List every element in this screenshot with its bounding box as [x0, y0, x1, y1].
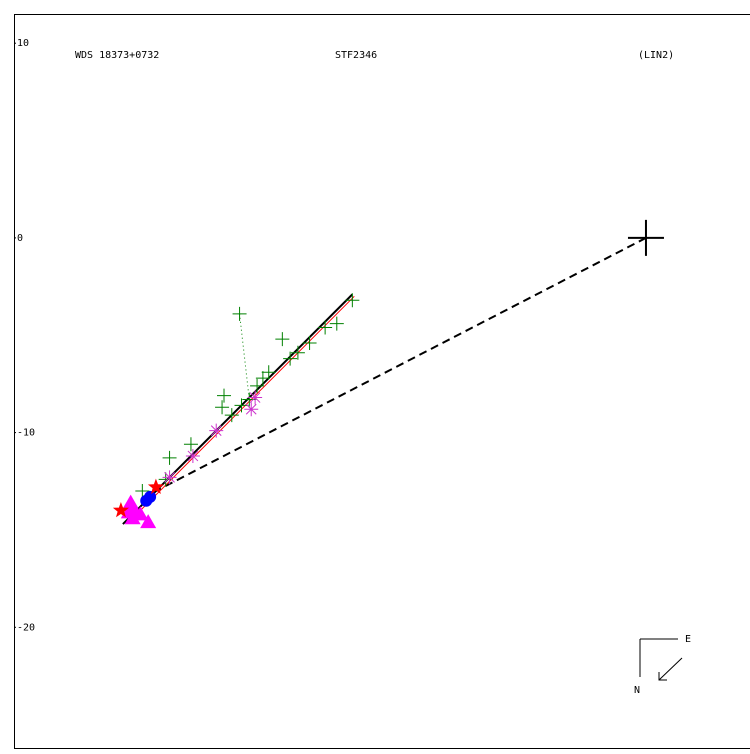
plus-marker [345, 293, 359, 307]
compass-north: N [634, 685, 640, 696]
plus-marker [215, 400, 229, 414]
chart-subtitle: STF2346 [335, 50, 377, 61]
plus-marker [275, 332, 289, 346]
y-tick-label: -20 [17, 622, 35, 633]
plus-marker [163, 451, 177, 465]
chart-title: WDS 18373+0732 [75, 50, 159, 61]
plus-marker [233, 307, 247, 321]
plot-frame [15, 15, 750, 749]
plus-marker [303, 336, 317, 350]
plus-marker [217, 389, 231, 403]
plus-marker [242, 392, 256, 406]
plus-marker [318, 320, 332, 334]
circle-marker [140, 495, 152, 507]
plus-marker [283, 352, 297, 366]
line-dashed [156, 238, 646, 491]
line-dotted [240, 314, 250, 400]
compass-east: E [685, 634, 691, 645]
y-tick-label: 10 [17, 38, 29, 49]
origin-cross [628, 220, 664, 256]
annotation: (LIN2) [638, 50, 674, 61]
compass-arrow [659, 658, 682, 680]
asterisk-marker [209, 424, 223, 438]
compass: E N [634, 634, 691, 696]
asterisk-marker [186, 449, 200, 463]
asterisk-marker [248, 391, 262, 405]
y-tick-label: 0 [17, 233, 23, 244]
y-tick-label: -10 [17, 428, 35, 439]
asterisk-marker [163, 470, 177, 484]
plus-marker [184, 437, 198, 451]
plus-marker [250, 379, 264, 393]
asterisk-marker [244, 402, 258, 416]
